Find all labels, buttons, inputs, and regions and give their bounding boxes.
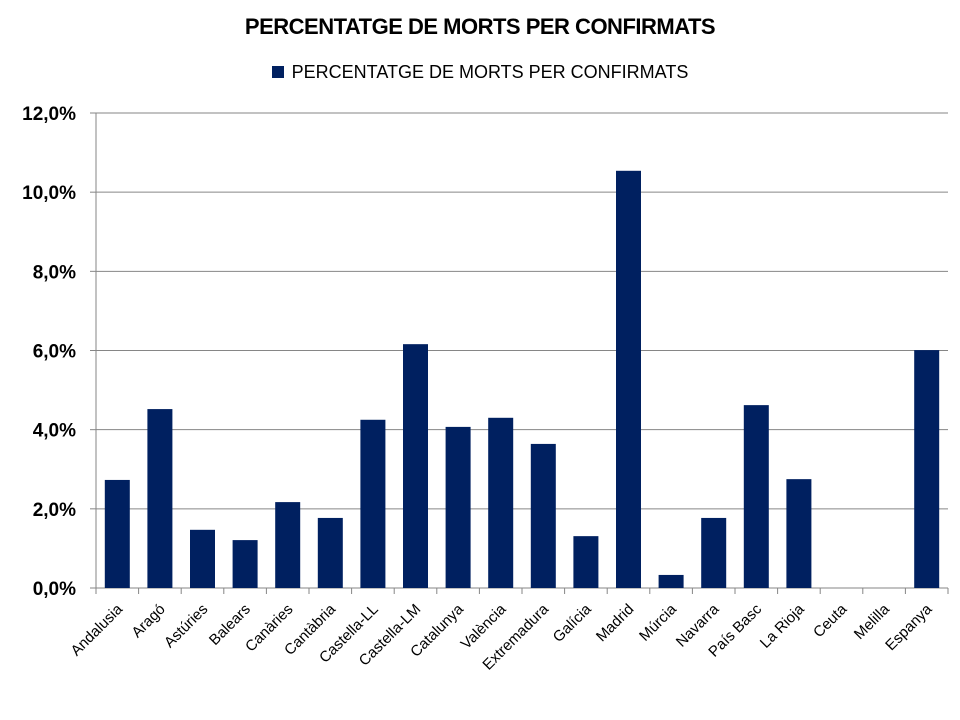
legend-swatch <box>271 66 284 78</box>
bar-madrid <box>616 170 641 588</box>
y-tick-label: 12,0% <box>22 104 76 125</box>
bar-arag- <box>147 409 173 588</box>
legend-label: PERCENTATGE DE MORTS PER CONFIRMATS <box>291 62 689 82</box>
legend: PERCENTATGE DE MORTS PER CONFIRMATS <box>0 62 960 83</box>
x-tick-label: Astúries <box>161 601 211 651</box>
y-tick-label: 2,0% <box>33 500 76 521</box>
chart-title: PERCENTATGE DE MORTS PER CONFIRMATS <box>244 14 716 39</box>
y-tick-label: 0,0% <box>33 579 76 600</box>
x-tick-label: Madrid <box>593 601 637 645</box>
bar-ast-ries <box>190 529 215 588</box>
bar-pa-s-basc <box>743 405 769 588</box>
bar-la-rioja <box>786 479 812 588</box>
bar-catalunya <box>445 426 471 588</box>
bar-cant-bria <box>317 517 343 588</box>
bar-m-rcia <box>658 574 684 588</box>
bar-castella-ll <box>360 419 386 588</box>
x-tick-label: Galícia <box>550 600 595 645</box>
x-tick-label: Espanya <box>882 600 936 654</box>
bar-extremadura <box>530 443 556 588</box>
x-tick-label: Aragó <box>128 601 168 641</box>
y-tick-label: 6,0% <box>33 342 76 363</box>
bar-gal-cia <box>573 536 599 588</box>
bar-val-ncia <box>488 417 514 588</box>
bar-navarra <box>701 517 727 588</box>
x-tick-label: La Rioja <box>757 600 808 651</box>
y-tick-label: 4,0% <box>33 421 76 442</box>
bar-castella-lm <box>403 344 428 588</box>
y-tick-label: 8,0% <box>33 262 76 283</box>
bar-balears <box>232 540 258 588</box>
bar-can-ries <box>275 502 301 588</box>
bar-andalusia <box>104 479 130 588</box>
x-tick-label: Andalusia <box>68 600 127 659</box>
x-tick-label: Ceuta <box>810 600 851 641</box>
bar-espanya <box>914 350 940 588</box>
y-tick-label: 10,0% <box>22 183 76 204</box>
